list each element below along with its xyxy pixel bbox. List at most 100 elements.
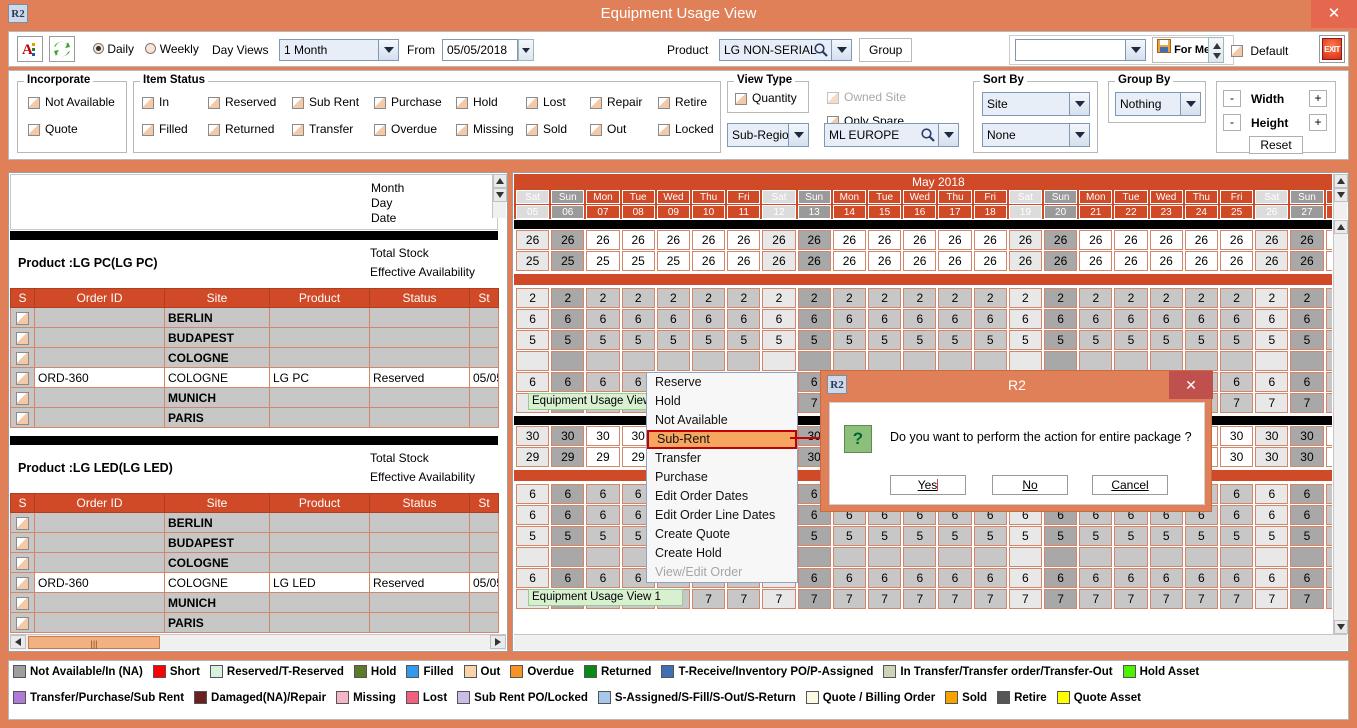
calendar-cell[interactable]: 7 bbox=[938, 589, 972, 609]
calendar-cell[interactable]: 7 bbox=[1255, 393, 1289, 413]
calendar-cell[interactable]: 5 bbox=[1184, 526, 1218, 546]
checkbox-filled[interactable]: Filled bbox=[142, 122, 188, 136]
calendar-cell[interactable]: 5 bbox=[868, 330, 902, 350]
calendar-cell[interactable]: 7 bbox=[1220, 589, 1254, 609]
calendar-cell[interactable]: 6 bbox=[551, 484, 585, 504]
calendar-cell[interactable]: 5 bbox=[516, 330, 550, 350]
checkbox-out[interactable]: Out bbox=[590, 122, 626, 136]
calendar-cell[interactable]: 5 bbox=[1290, 526, 1324, 546]
scroll-up-icon[interactable] bbox=[493, 174, 507, 188]
calendar-cell[interactable] bbox=[656, 351, 690, 371]
calendar-cell[interactable]: 6 bbox=[1044, 568, 1078, 588]
calendar-cell[interactable]: 5 bbox=[1079, 330, 1113, 350]
checkbox-not-available[interactable]: Not Available bbox=[28, 95, 115, 109]
calendar-cell[interactable]: 5 bbox=[1114, 526, 1148, 546]
calendar-dow-cell[interactable]: Fri bbox=[1220, 190, 1254, 204]
calendar-cell[interactable]: 26 bbox=[762, 230, 796, 250]
row-checkbox-cell[interactable] bbox=[10, 367, 35, 388]
calendar-date-cell[interactable]: 26 bbox=[1255, 205, 1289, 219]
calendar-cell[interactable] bbox=[903, 547, 937, 567]
calendar-cell[interactable]: 26 bbox=[797, 251, 831, 271]
calendar-cell[interactable]: 2 bbox=[621, 288, 655, 308]
calendar-cell[interactable]: 29 bbox=[586, 447, 620, 467]
calendar-cell[interactable]: 5 bbox=[1149, 330, 1183, 350]
calendar-cell[interactable]: 6 bbox=[1290, 568, 1324, 588]
exit-button[interactable]: EXIT bbox=[1319, 35, 1345, 63]
calendar-cell[interactable]: 6 bbox=[1325, 309, 1332, 329]
cancel-button[interactable]: Cancel bbox=[1092, 475, 1168, 495]
calendar-cell[interactable]: 26 bbox=[692, 251, 726, 271]
calendar-cell[interactable]: 7 bbox=[973, 589, 1007, 609]
calendar-cell[interactable]: 5 bbox=[1220, 330, 1254, 350]
calendar-cell[interactable]: 26 bbox=[1325, 230, 1332, 250]
calendar-cell[interactable]: 26 bbox=[1079, 230, 1113, 250]
calendar-cell[interactable] bbox=[938, 547, 972, 567]
calendar-cell[interactable]: 26 bbox=[903, 230, 937, 250]
calendar-cell[interactable]: 26 bbox=[1255, 230, 1289, 250]
menu-item-not-available[interactable]: Not Available bbox=[655, 413, 728, 427]
calendar-cell[interactable]: 6 bbox=[1290, 484, 1324, 504]
checkbox-returned[interactable]: Returned bbox=[208, 122, 274, 136]
menu-item-edit-order-dates[interactable]: Edit Order Dates bbox=[655, 489, 749, 503]
checkbox-missing[interactable]: Missing bbox=[456, 122, 514, 136]
calendar-cell[interactable] bbox=[586, 547, 620, 567]
calendar-cell[interactable] bbox=[1079, 351, 1113, 371]
calendar-cell[interactable]: 26 bbox=[586, 230, 620, 250]
calendar-cell[interactable]: 5 bbox=[1325, 330, 1332, 350]
calendar-date-cell[interactable]: 23 bbox=[1149, 205, 1183, 219]
saved-view-select[interactable] bbox=[1015, 39, 1146, 61]
calendar-cell[interactable]: 6 bbox=[797, 568, 831, 588]
width-decrease-button[interactable]: - bbox=[1223, 90, 1241, 107]
radio-weekly[interactable] bbox=[145, 43, 157, 55]
region-type-select[interactable]: Sub-Region bbox=[727, 123, 809, 147]
checkbox-reserved[interactable]: Reserved bbox=[208, 95, 276, 109]
calendar-cell[interactable]: 6 bbox=[1044, 309, 1078, 329]
calendar-cell[interactable]: 26 bbox=[1325, 251, 1332, 271]
calendar-dow-cell[interactable]: Mon bbox=[832, 190, 866, 204]
col-site[interactable]: Site bbox=[164, 493, 270, 513]
calendar-dow-cell[interactable]: Tue bbox=[1114, 190, 1148, 204]
chevron-down-icon[interactable] bbox=[378, 40, 398, 60]
dialog-close-icon[interactable]: ✕ bbox=[1169, 371, 1213, 399]
calendar-date-cell[interactable]: 24 bbox=[1184, 205, 1218, 219]
table-row[interactable]: BUDAPEST bbox=[10, 327, 499, 348]
col-order-id[interactable]: Order ID bbox=[34, 288, 165, 308]
calendar-cell[interactable]: 29 bbox=[516, 447, 550, 467]
calendar-dow-cell[interactable]: Thu bbox=[938, 190, 972, 204]
calendar-dow-cell[interactable]: Thu bbox=[1184, 190, 1218, 204]
table-row[interactable]: BUDAPEST bbox=[10, 532, 499, 553]
scroll-up-icon[interactable] bbox=[1334, 220, 1348, 234]
calendar-cell[interactable]: 6 bbox=[973, 309, 1007, 329]
calendar-cell[interactable]: 2 bbox=[551, 288, 585, 308]
calendar-cell[interactable]: 5 bbox=[586, 526, 620, 546]
calendar-cell[interactable]: 30 bbox=[1220, 447, 1254, 467]
calendar-cell[interactable]: 6 bbox=[1008, 309, 1042, 329]
calendar-date-cell[interactable]: 12 bbox=[762, 205, 796, 219]
checkbox-quantity[interactable]: Quantity bbox=[735, 91, 797, 105]
calendar-dow-cell[interactable]: Wed bbox=[903, 190, 937, 204]
calendar-cell[interactable]: 6 bbox=[832, 568, 866, 588]
for-me-button[interactable]: For Me bbox=[1152, 37, 1216, 63]
calendar-cell[interactable] bbox=[1044, 351, 1078, 371]
calendar-cell[interactable] bbox=[1149, 547, 1183, 567]
calendar-cell[interactable]: 5 bbox=[1290, 330, 1324, 350]
menu-item-transfer[interactable]: Transfer bbox=[655, 451, 702, 465]
calendar-cell[interactable]: 5 bbox=[973, 330, 1007, 350]
calendar-dow-cell[interactable]: Sun bbox=[551, 190, 585, 204]
calendar-cell[interactable]: 25 bbox=[586, 251, 620, 271]
calendar-cell[interactable]: 2 bbox=[1290, 288, 1324, 308]
table-row[interactable]: MUNICH bbox=[10, 387, 499, 408]
calendar-date-cell[interactable]: 07 bbox=[586, 205, 620, 219]
calendar-hscrollbar[interactable] bbox=[514, 634, 1347, 650]
row-checkbox-cell[interactable] bbox=[10, 407, 35, 428]
calendar-cell[interactable]: 26 bbox=[692, 230, 726, 250]
calendar-cell[interactable]: 26 bbox=[1184, 251, 1218, 271]
calendar-cell[interactable] bbox=[727, 351, 761, 371]
calendar-cell[interactable]: 6 bbox=[938, 309, 972, 329]
group-button[interactable]: Group bbox=[859, 38, 913, 62]
calendar-cell[interactable] bbox=[1220, 547, 1254, 567]
height-increase-button[interactable]: + bbox=[1309, 114, 1327, 131]
col-status[interactable]: Status bbox=[369, 493, 470, 513]
calendar-dow-cell[interactable]: Fri bbox=[973, 190, 1007, 204]
menu-item-reserve[interactable]: Reserve bbox=[655, 375, 702, 389]
